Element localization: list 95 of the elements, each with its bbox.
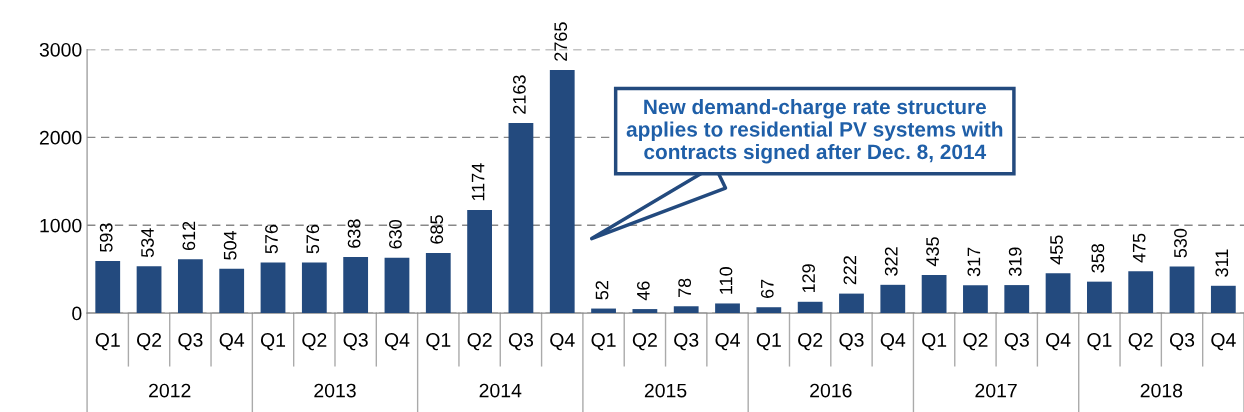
x-tick-label: Q4 (1046, 333, 1071, 351)
data-label: 52 (595, 281, 609, 300)
x-tick-label: Q1 (426, 333, 451, 351)
y-tick-label: 1000 (40, 218, 82, 233)
data-label: 455 (1050, 235, 1063, 265)
data-label: 504 (223, 230, 237, 260)
x-tick-label: Q3 (1169, 333, 1195, 351)
bar (715, 303, 740, 314)
annotation: New demand-charge rate structure applies to residential PV systems with contracts signed after Dec. 8, 2014 (626, 98, 1003, 164)
data-label: 2765 (554, 22, 568, 61)
text: 2018 (1140, 383, 1183, 398)
data-label: 46 (636, 281, 650, 301)
data-label: 311 (1215, 249, 1229, 277)
text: 2017 (975, 383, 1017, 398)
x-tick-label: Q3 (674, 333, 699, 351)
data-label: 319 (1008, 247, 1022, 277)
bar (1086, 281, 1112, 314)
x-tick-label: Q4 (715, 333, 740, 351)
bar (1169, 266, 1195, 314)
x-tick-label: Q2 (798, 333, 823, 351)
bar (756, 307, 782, 314)
x-tick-label: Q1 (756, 333, 781, 351)
text: 2014 (479, 383, 522, 398)
data-label: 576 (306, 224, 320, 254)
bar (260, 262, 286, 314)
data-label: 129 (802, 264, 815, 293)
x-tick-label: Q2 (467, 333, 492, 351)
bar (1128, 271, 1154, 314)
data-label: 534 (141, 228, 154, 258)
data-label: 576 (265, 224, 278, 254)
bar (632, 309, 658, 314)
data-label: 685 (430, 215, 444, 244)
bar (673, 306, 699, 314)
bar (880, 284, 906, 314)
bar (963, 285, 988, 314)
bar (95, 261, 121, 314)
data-label: 612 (182, 221, 196, 251)
x-tick-label: Q4 (219, 333, 245, 351)
x-tick-label: Q3 (178, 333, 203, 351)
bar (921, 274, 947, 314)
x-tick-label: Q4 (384, 333, 410, 351)
bar (549, 70, 575, 314)
data-label: 222 (843, 256, 857, 285)
x-tick-label: Q2 (632, 333, 657, 351)
x-tick-label: Q3 (343, 333, 368, 351)
x-tick-label: Q2 (963, 333, 988, 351)
x-tick-label: Q1 (260, 333, 286, 351)
text: 2013 (314, 383, 356, 398)
x-tick-label: Q1 (95, 333, 120, 351)
x-tick-label: Q2 (1128, 333, 1153, 351)
x-tick-label: Q3 (839, 333, 864, 351)
bar (136, 266, 162, 314)
data-label: 322 (884, 247, 898, 276)
x-tick-label: Q1 (1087, 333, 1112, 351)
x-tick-label: Q3 (508, 333, 534, 351)
bar (384, 257, 410, 314)
bar (177, 259, 203, 314)
bar (508, 123, 534, 314)
data-label: 638 (347, 219, 361, 248)
y-tick-label: 2000 (39, 130, 82, 145)
data-label: 530 (1174, 228, 1187, 258)
x-tick-label: Q4 (880, 333, 906, 351)
data-label: 1174 (471, 163, 485, 201)
data-label: 2163 (512, 75, 526, 114)
x-tick-label: Q1 (591, 333, 616, 351)
text: 2015 (644, 383, 687, 398)
y-tick-label: 3000 (39, 42, 82, 57)
x-tick-label: Q4 (550, 333, 575, 351)
data-label: 475 (1132, 233, 1146, 263)
bar (1004, 285, 1030, 314)
bar (219, 268, 245, 314)
bar (301, 262, 327, 314)
data-label: 358 (1091, 243, 1105, 273)
bar (1045, 273, 1071, 314)
bar (467, 209, 492, 314)
bar (425, 252, 451, 314)
x-tick-label: Q4 (1211, 333, 1236, 351)
bar (797, 301, 823, 314)
bar (1210, 285, 1236, 314)
data-label: 593 (99, 223, 113, 252)
text: 2012 (149, 383, 191, 398)
x-tick-label: Q2 (302, 333, 327, 351)
x-tick-label: Q3 (1004, 333, 1029, 351)
data-label: 78 (678, 278, 692, 298)
x-tick-label: Q1 (922, 333, 947, 351)
x-tick-label: Q2 (137, 333, 162, 351)
y-tick-label: 0 (72, 306, 82, 321)
bar (839, 293, 864, 314)
data-label: 110 (719, 267, 733, 294)
data-label: 317 (967, 247, 981, 277)
data-label: 435 (926, 237, 939, 267)
data-label: 67 (760, 279, 774, 298)
data-label: 630 (389, 220, 402, 249)
text: 2016 (810, 383, 852, 398)
bar (343, 257, 369, 314)
